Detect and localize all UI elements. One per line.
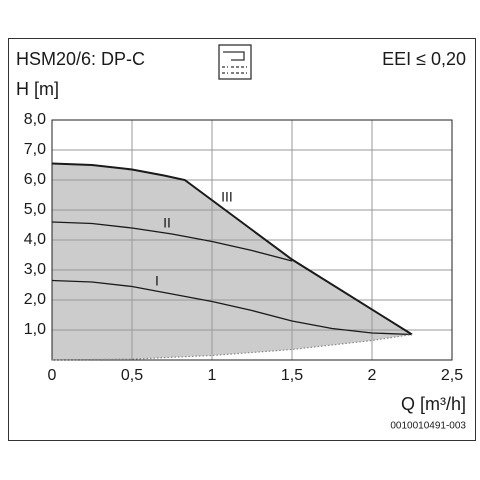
y-tick-label: 7,0 [24, 141, 46, 158]
y-tick-label: 4,0 [24, 231, 46, 248]
frame [8, 38, 476, 441]
y-tick-label: 2,0 [24, 291, 46, 308]
curve [51, 279, 413, 336]
y-tick-label: 1,0 [24, 321, 46, 338]
curve-label: I [155, 273, 159, 289]
chart-title: HSM20/6: DP-C [16, 49, 145, 69]
plot-border [51, 119, 453, 361]
boundary-line [51, 333, 413, 361]
y-tick-label: 8,0 [24, 111, 46, 128]
y-tick-label: 6,0 [24, 171, 46, 188]
x-axis-label: Q [m³/h] [401, 394, 466, 414]
y-tick-label: 3,0 [24, 261, 46, 278]
curve [51, 162, 413, 336]
x-tick-label: 1,5 [281, 367, 303, 384]
curve-label: III [221, 189, 233, 205]
y-tick-label: 5,0 [24, 201, 46, 218]
pump-icon [218, 44, 252, 80]
curve [51, 221, 293, 262]
x-tick-label: 2 [368, 367, 377, 384]
x-tick-label: 0,5 [121, 367, 143, 384]
curve-label: II [163, 215, 171, 231]
footnote: 0010010491-003 [390, 421, 466, 432]
x-tick-label: 1 [208, 367, 217, 384]
x-tick-label: 0 [48, 367, 57, 384]
chart-subtitle: EEI ≤ 0,20 [382, 49, 466, 69]
x-tick-label: 2,5 [441, 367, 463, 384]
y-axis-label: H [m] [16, 79, 59, 99]
operating-range [52, 163, 412, 360]
